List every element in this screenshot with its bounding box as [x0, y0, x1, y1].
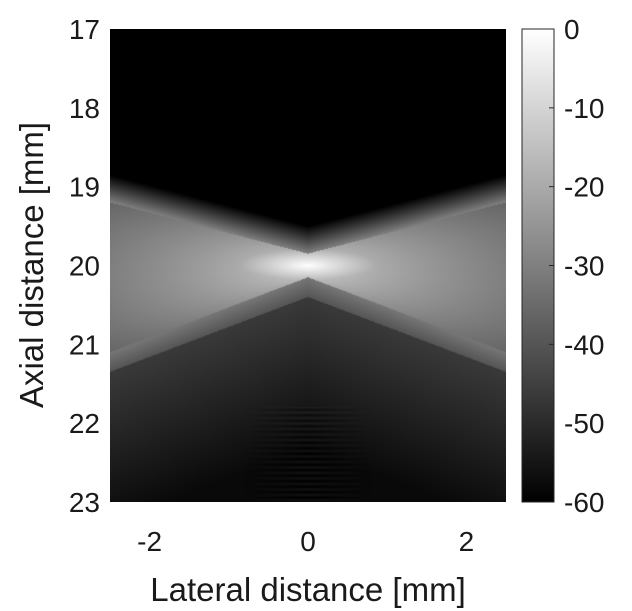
- x-tick-label: -2: [137, 526, 162, 557]
- y-tick-label: 23: [69, 487, 100, 518]
- y-tick-label: 17: [69, 14, 100, 45]
- colorbar-tick-label: 0: [564, 14, 580, 45]
- colorbar: 0 -10 -20 -30 -40 -50 -60: [521, 14, 604, 518]
- colorbar-tick-label: -30: [564, 251, 604, 282]
- colorbar-tick-label: -10: [564, 93, 604, 124]
- x-tick-label: 0: [300, 526, 316, 557]
- y-axis: 17 18 19 20 21 22 23: [69, 14, 100, 518]
- y-axis-label: Axial distance [mm]: [13, 122, 50, 408]
- x-tick-label: 2: [459, 526, 475, 557]
- colorbar-tick-label: -50: [564, 408, 604, 439]
- y-tick-label: 21: [69, 329, 100, 360]
- colorbar-tick-label: -20: [564, 172, 604, 203]
- x-axis: -2 0 2: [137, 526, 474, 557]
- colorbar-axis: 0 -10 -20 -30 -40 -50 -60: [549, 14, 604, 518]
- colorbar-tick-label: -60: [564, 487, 604, 518]
- colorbar-gradient: [521, 28, 555, 503]
- y-tick-label: 18: [69, 93, 100, 124]
- x-axis-label: Lateral distance [mm]: [150, 571, 465, 608]
- y-tick-label: 20: [69, 251, 100, 282]
- heatmap-canvas: [110, 29, 506, 502]
- colorbar-tick-label: -40: [564, 329, 604, 360]
- y-tick-label: 19: [69, 172, 100, 203]
- heatmap-plot: [110, 29, 506, 502]
- y-tick-label: 22: [69, 408, 100, 439]
